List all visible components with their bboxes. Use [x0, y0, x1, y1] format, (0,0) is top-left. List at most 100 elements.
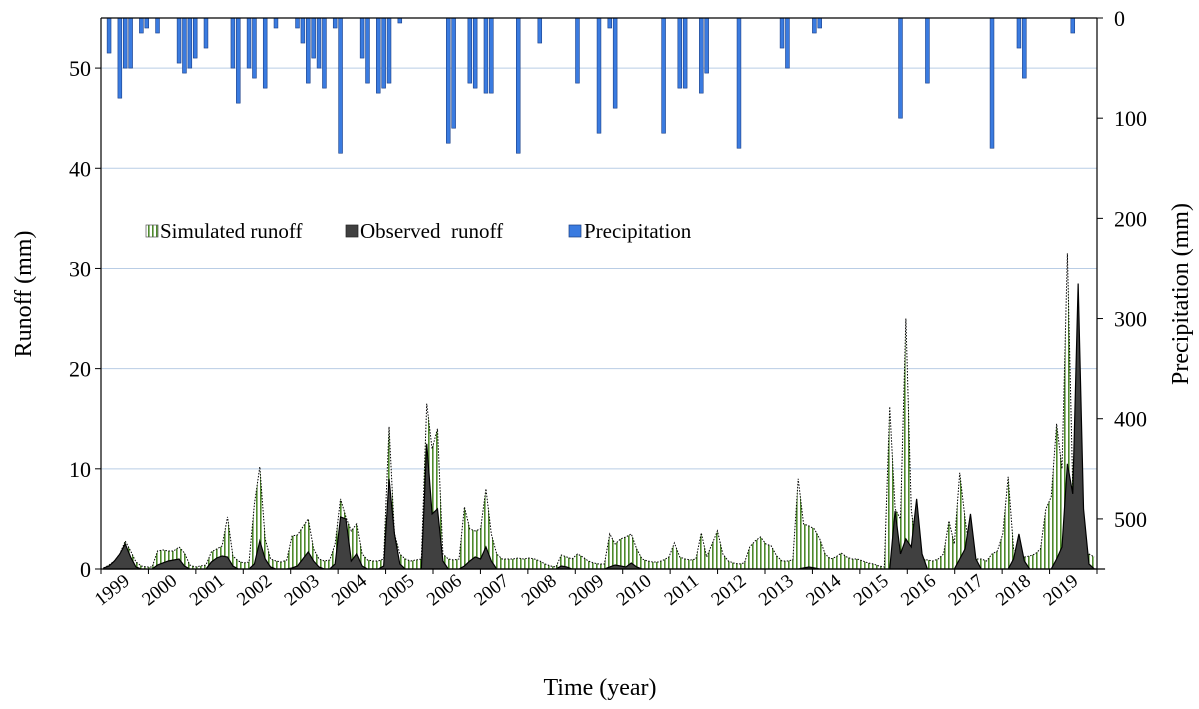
precipitation-bar — [467, 17, 473, 84]
y-axis-right-label: Precipitation (mm) — [1168, 203, 1194, 385]
precipitation-bar — [106, 17, 112, 54]
precipitation-bar — [489, 17, 494, 94]
precipitation-bar — [1022, 17, 1027, 79]
precipitation-bar — [262, 17, 268, 89]
precipitation-bar — [122, 17, 128, 69]
left-tick-label: 10 — [69, 457, 91, 482]
left-tick-label: 20 — [69, 357, 91, 382]
legend-label-observed: Observed runoff — [360, 219, 503, 243]
right-tick-label: 200 — [1114, 206, 1147, 231]
right-tick-label: 300 — [1114, 307, 1147, 332]
legend-label-precipitation: Precipitation — [584, 219, 692, 243]
x-axis-ticks: 1999 2000 2001 2002 2003 2004 2005 2006 2007 2008… — [91, 569, 1098, 610]
precipitation-bar — [472, 17, 478, 89]
x-tick-label: 2006 — [423, 570, 466, 610]
left-axis-ticks: 0 10 20 30 40 50 — [69, 56, 101, 582]
precipitation-series — [106, 17, 1076, 154]
simulated-runoff-series — [103, 253, 1095, 569]
precipitation-bar — [989, 17, 995, 149]
precipitation-bar — [295, 17, 300, 29]
precipitation-bar — [817, 17, 822, 29]
x-tick-label: 2015 — [850, 570, 893, 610]
precipitation-bar — [898, 17, 903, 119]
right-tick-label: 0 — [1114, 6, 1125, 31]
precipitation-bar — [397, 17, 403, 24]
precipitation-bar — [332, 17, 338, 29]
x-tick-label: 2016 — [897, 570, 940, 610]
precipitation-bar — [699, 17, 704, 94]
precipitation-bar — [273, 17, 279, 29]
precipitation-bar — [779, 17, 785, 49]
precipitation-bar — [192, 17, 198, 59]
precipitation-bar — [316, 17, 322, 69]
precipitation-bar — [736, 17, 742, 149]
x-tick-label: 2017 — [945, 570, 988, 610]
precipitation-bar — [300, 17, 306, 44]
precipitation-bar — [596, 17, 602, 134]
left-tick-label: 30 — [69, 256, 91, 281]
precipitation-bar — [785, 17, 790, 69]
precipitation-bar — [203, 17, 209, 49]
right-axis-ticks: 0 100 200 300 400 500 — [1097, 6, 1147, 532]
precipitation-bar — [182, 17, 187, 74]
precipitation-bar — [338, 17, 343, 154]
precipitation-bar — [359, 17, 365, 59]
precipitation-bar — [311, 17, 316, 59]
x-tick-label: 2000 — [138, 570, 181, 610]
x-tick-label: 2003 — [281, 570, 324, 610]
x-tick-label: 2001 — [186, 570, 229, 610]
x-tick-label: 2002 — [233, 570, 276, 610]
precipitation-bar — [925, 17, 930, 84]
x-tick-label: 2012 — [707, 570, 750, 610]
x-tick-label: 2007 — [470, 570, 513, 610]
precipitation-bar — [128, 17, 133, 69]
precipitation-bar — [483, 17, 489, 94]
precipitation-bar — [236, 17, 241, 104]
precipitation-bar — [252, 17, 257, 79]
simulated-runoff-line — [103, 253, 1095, 569]
legend-swatch-observed — [345, 224, 359, 238]
precipitation-bar — [155, 17, 160, 34]
precipitation-bar — [230, 17, 236, 69]
precipitation-bar — [704, 17, 709, 74]
precipitation-bar — [607, 17, 613, 29]
left-tick-label: 0 — [80, 557, 91, 582]
legend-swatch-precipitation — [568, 224, 582, 238]
left-tick-label: 50 — [69, 56, 91, 81]
precipitation-bar — [661, 17, 666, 134]
legend: Simulated runoff Observed runoff Precipi… — [145, 219, 692, 243]
precipitation-bar — [386, 17, 392, 84]
precipitation-bar — [187, 17, 193, 69]
x-tick-label: 2018 — [992, 570, 1035, 610]
x-tick-label: 1999 — [91, 570, 134, 610]
precipitation-bar — [246, 17, 252, 69]
precipitation-bar — [306, 17, 311, 84]
precipitation-bar — [446, 17, 451, 144]
precipitation-bar — [176, 17, 182, 64]
x-tick-label: 2019 — [1039, 570, 1082, 610]
precipitation-bar — [381, 17, 386, 89]
precipitation-bar — [139, 17, 144, 34]
y-axis-left-label: Runoff (mm) — [11, 231, 37, 358]
right-tick-label: 400 — [1114, 407, 1147, 432]
precipitation-bar — [677, 17, 682, 89]
x-axis-label: Time (year) — [543, 675, 656, 701]
precipitation-bar — [365, 17, 370, 84]
x-tick-label: 2005 — [375, 570, 418, 610]
precipitation-bar — [812, 17, 817, 34]
precipitation-bar — [575, 17, 580, 84]
precipitation-bar — [117, 17, 123, 99]
precipitation-bar — [144, 17, 150, 29]
right-tick-label: 500 — [1114, 507, 1147, 532]
precipitation-bar — [1070, 17, 1076, 34]
x-tick-label: 2014 — [802, 570, 845, 610]
precipitation-bar — [1016, 17, 1022, 49]
x-tick-label: 2009 — [565, 570, 608, 610]
legend-label-simulated: Simulated runoff — [160, 219, 303, 243]
precipitation-bar — [376, 17, 381, 94]
precipitation-bar — [612, 17, 618, 109]
simulated-runoff-area — [103, 253, 1095, 569]
precipitation-bar — [322, 17, 327, 89]
